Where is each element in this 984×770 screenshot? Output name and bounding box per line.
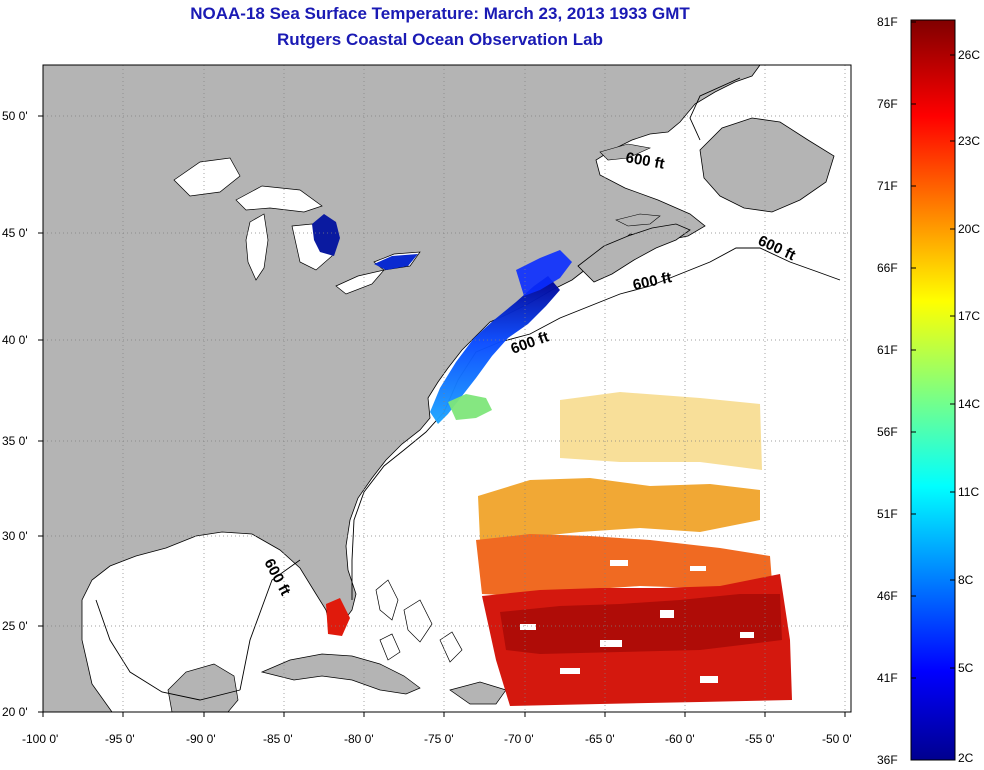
map-title: NOAA-18 Sea Surface Temperature: March 2… (190, 4, 690, 23)
colorbar-label-f: 51F (877, 507, 898, 521)
lon-tick: -95 0' (105, 732, 135, 746)
colorbar-label-f: 41F (877, 671, 898, 685)
colorbar-label-c: 17C (958, 309, 980, 323)
map-subtitle: Rutgers Coastal Ocean Observation Lab (277, 30, 603, 49)
colorbar-label-c: 26C (958, 48, 980, 62)
land-hispaniola (449, 681, 507, 705)
sst-gulf-of-maine (516, 250, 572, 296)
land-pei (615, 213, 661, 227)
colorbar-ticks (911, 21, 955, 761)
lat-tick: 25 0' (2, 619, 28, 633)
lat-tick: 45 0' (2, 226, 28, 240)
land-newfoundland (699, 117, 835, 213)
bahamas-outline (375, 579, 463, 663)
land-yucatan (167, 663, 239, 712)
sst-dark-red-core (500, 594, 782, 654)
isobath-600ft (95, 77, 841, 701)
colorbar-label-c: 8C (958, 573, 974, 587)
lat-tick: 50 0' (2, 109, 28, 123)
colorbar-label-c: 23C (958, 134, 980, 148)
colorbar-label-c: 11C (958, 485, 979, 499)
colorbar-label-f: 56F (877, 425, 898, 439)
land-anticosti (599, 143, 651, 161)
colorbar-label-f: 81F (877, 15, 898, 29)
isobath-label: 600 ft (624, 149, 666, 173)
lake-huron-sst (312, 214, 340, 256)
lon-tick: -90 0' (186, 732, 216, 746)
lat-tick: 40 0' (2, 333, 28, 347)
lat-tick: 35 0' (2, 434, 28, 448)
latitude-axis: 50 0' 45 0' 40 0' 35 0' 30 0' 25 0' 20 0… (2, 109, 28, 719)
sst-florida-keys (326, 598, 350, 636)
colorbar-label-f: 76F (877, 97, 898, 111)
lon-tick: -80 0' (344, 732, 374, 746)
lat-tick: 30 0' (2, 529, 28, 543)
sst-mid-latitude (560, 392, 762, 470)
colorbar-label-f: 66F (877, 261, 898, 275)
colorbar (910, 19, 956, 761)
cloud-gaps (520, 560, 754, 683)
lon-tick: -100 0' (22, 732, 58, 746)
lake-ontario-sst (374, 254, 418, 270)
great-lakes (173, 157, 421, 295)
colorbar-label-f: 61F (877, 343, 898, 357)
colorbar-celsius-labels: 26C 23C 20C 17C 14C 11C 8C 5C 2C (958, 48, 980, 765)
lon-tick: -85 0' (263, 732, 293, 746)
land-cuba (260, 653, 421, 695)
lon-tick: -75 0' (424, 732, 454, 746)
longitude-axis: -100 0' -95 0' -90 0' -85 0' -80 0' -75 … (22, 732, 852, 746)
lon-tick: -65 0' (585, 732, 615, 746)
colorbar-label-f: 71F (877, 179, 898, 193)
lon-tick: -70 0' (504, 732, 534, 746)
lon-tick: -60 0' (665, 732, 695, 746)
land-nova-scotia (577, 223, 691, 283)
colorbar-fahrenheit-labels: 81F 76F 71F 66F 61F 56F 51F 46F 41F 36F (877, 15, 898, 767)
colorbar-label-f: 36F (877, 753, 898, 767)
colorbar-label-f: 46F (877, 589, 898, 603)
colorbar-label-c: 14C (958, 397, 980, 411)
map-frame (42, 64, 852, 713)
lon-tick: -55 0' (745, 732, 775, 746)
colorbar-label-c: 2C (958, 751, 974, 765)
lat-tick: 20 0' (2, 705, 28, 719)
colorbar-label-c: 5C (958, 661, 974, 675)
colorbar-label-c: 20C (958, 222, 980, 236)
lon-tick: -50 0' (822, 732, 852, 746)
sst-gulfstream-edge (448, 394, 492, 420)
sst-warm-orange (478, 478, 760, 540)
sst-coastal-cold (430, 276, 560, 424)
